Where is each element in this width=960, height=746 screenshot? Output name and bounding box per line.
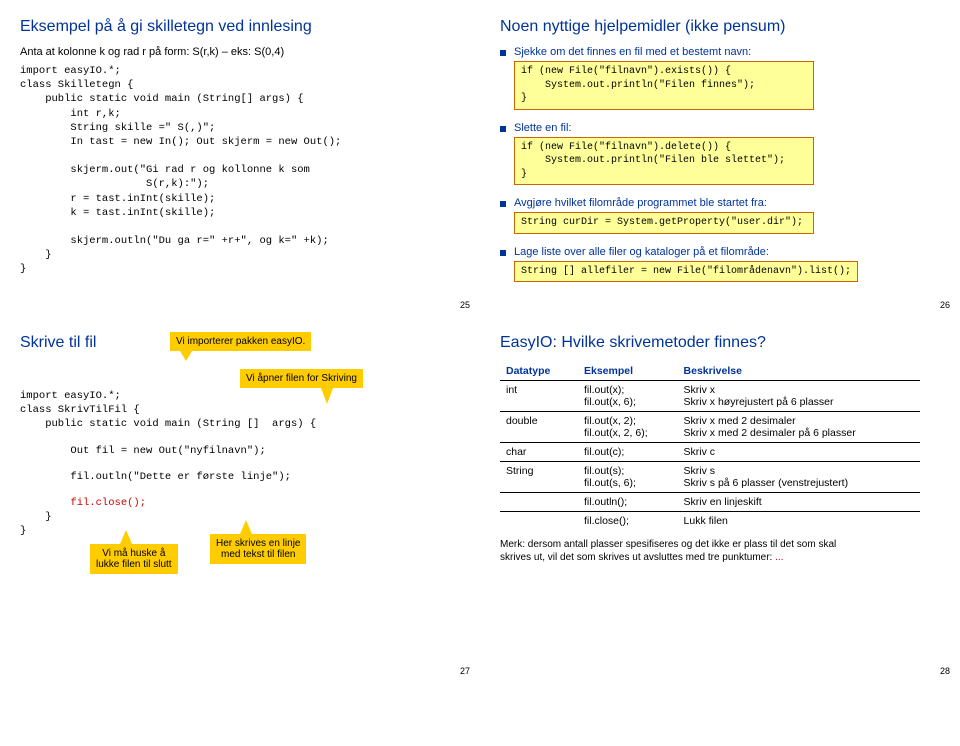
table-row: double fil.out(x, 2); fil.out(x, 2, 6); … xyxy=(500,412,920,443)
cell: fil.out(x, 2); fil.out(x, 2, 6); xyxy=(578,412,678,443)
code-line: } xyxy=(20,524,316,538)
code-line: } xyxy=(20,510,316,524)
cell: Lukk filen xyxy=(678,512,920,531)
code-line: Out fil = new Out("nyfilnavn"); xyxy=(20,444,316,458)
slide-25: Eksempel på å gi skilletegn ved innlesin… xyxy=(0,0,480,316)
callout-import: Vi importerer pakken easyIO. xyxy=(170,332,311,351)
bullet: Slette en fil: xyxy=(500,122,940,134)
col-example: Eksempel xyxy=(578,362,678,381)
code-line: fil.outln("Dette er første linje"); xyxy=(20,470,316,484)
table-row: char fil.out(c); Skriv c xyxy=(500,443,920,462)
col-datatype: Datatype xyxy=(500,362,578,381)
methods-table: Datatype Eksempel Beskrivelse int fil.ou… xyxy=(500,362,920,530)
cell xyxy=(500,512,578,531)
slide-27: Skrive til fil Vi importerer pakken easy… xyxy=(0,316,480,682)
bullet: Sjekke om det finnes en fil med et beste… xyxy=(500,46,940,58)
footnote-ellipsis: ... xyxy=(772,552,783,563)
bullet: Lage liste over alle filer og kataloger … xyxy=(500,246,940,258)
code-box: String [] allefiler = new File("filområd… xyxy=(514,261,858,283)
slide-title: Eksempel på å gi skilletegn ved innlesin… xyxy=(20,18,460,36)
col-desc: Beskrivelse xyxy=(678,362,920,381)
page-number: 27 xyxy=(460,666,470,676)
page-number: 28 xyxy=(940,666,950,676)
cell: fil.out(s); fil.out(s, 6); xyxy=(578,462,678,493)
callout-write: Her skrives en linje med tekst til filen xyxy=(210,534,306,564)
cell: Skriv x med 2 desimaler Skriv x med 2 de… xyxy=(678,412,920,443)
code-line: fil.close(); xyxy=(20,496,316,510)
table-row: fil.close(); Lukk filen xyxy=(500,512,920,531)
page-number: 26 xyxy=(940,300,950,310)
cell: Skriv s Skriv s på 6 plasser (venstrejus… xyxy=(678,462,920,493)
slide-title: EasyIO: Hvilke skrivemetoder finnes? xyxy=(500,334,940,352)
cell: char xyxy=(500,443,578,462)
callout-close: Vi må huske å lukke filen til slutt xyxy=(90,544,178,574)
slide-28: EasyIO: Hvilke skrivemetoder finnes? Dat… xyxy=(480,316,960,682)
table-row: String fil.out(s); fil.out(s, 6); Skriv … xyxy=(500,462,920,493)
table-row: fil.outln(); Skriv en linjeskift xyxy=(500,493,920,512)
slide-26: Noen nyttige hjelpemidler (ikke pensum) … xyxy=(480,0,960,316)
cell: Skriv en linjeskift xyxy=(678,493,920,512)
code-block: import easyIO.*; class Skilletegn { publ… xyxy=(20,64,460,277)
code-line: public static void main (String [] args)… xyxy=(20,417,316,431)
cell: int xyxy=(500,381,578,412)
table-row: int fil.out(x); fil.out(x, 6); Skriv x S… xyxy=(500,381,920,412)
slide-title: Noen nyttige hjelpemidler (ikke pensum) xyxy=(500,18,940,36)
cell: String xyxy=(500,462,578,493)
bullet: Avgjøre hvilket filområde programmet ble… xyxy=(500,197,940,209)
footnote-line1: Merk: dersom antall plasser spesifiseres… xyxy=(500,539,836,550)
page-number: 25 xyxy=(460,300,470,310)
callout-open: Vi åpner filen for Skriving xyxy=(240,369,363,388)
table-header-row: Datatype Eksempel Beskrivelse xyxy=(500,362,920,381)
code-box: if (new File("filnavn").exists()) { Syst… xyxy=(514,61,814,110)
slide-subtitle: Anta at kolonne k og rad r på form: S(r,… xyxy=(20,46,460,58)
code-line: class SkrivTilFil { xyxy=(20,403,316,417)
footnote-line2: skrives ut, vil det som skrives ut avslu… xyxy=(500,552,772,563)
cell xyxy=(500,493,578,512)
cell: Skriv c xyxy=(678,443,920,462)
cell: fil.close(); xyxy=(578,512,678,531)
cell: double xyxy=(500,412,578,443)
cell: fil.out(c); xyxy=(578,443,678,462)
code-line: import easyIO.*; xyxy=(20,389,316,403)
code-box: String curDir = System.getProperty("user… xyxy=(514,212,814,234)
cell: Skriv x Skriv x høyrejustert på 6 plasse… xyxy=(678,381,920,412)
cell: fil.outln(); xyxy=(578,493,678,512)
footnote: Merk: dersom antall plasser spesifiseres… xyxy=(500,538,940,564)
code-box: if (new File("filnavn").delete()) { Syst… xyxy=(514,137,814,186)
cell: fil.out(x); fil.out(x, 6); xyxy=(578,381,678,412)
